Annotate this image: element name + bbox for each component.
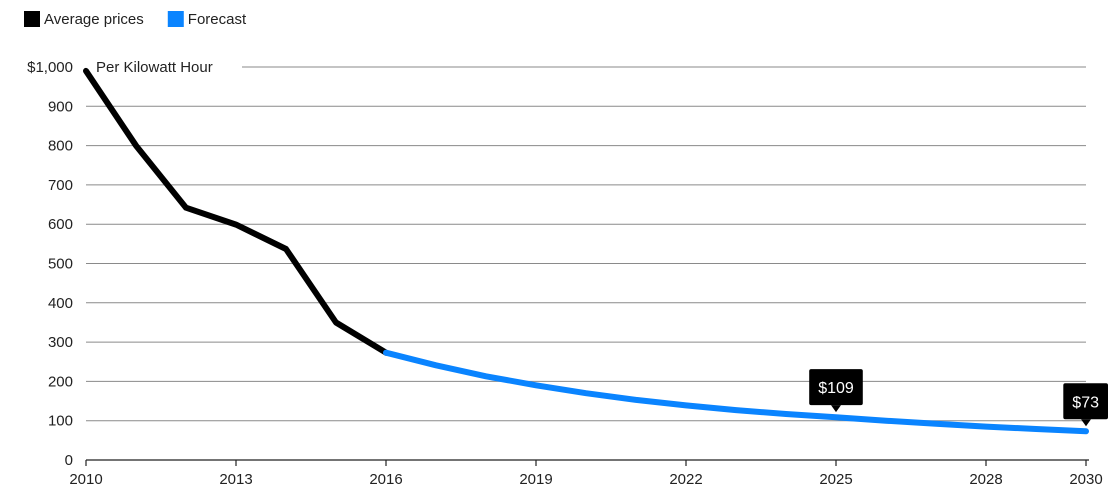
legend-label-average-prices: Average prices bbox=[44, 11, 144, 28]
y-tick-label: 800 bbox=[48, 138, 73, 155]
x-tick-label: 2016 bbox=[369, 471, 402, 488]
legend-swatch-forecast bbox=[167, 11, 184, 27]
callout-73: $73 bbox=[1063, 383, 1108, 427]
y-tick-label: 500 bbox=[48, 256, 73, 273]
gridlines bbox=[86, 66, 1089, 461]
y-tick-label: 100 bbox=[48, 413, 73, 430]
y-tick-label: 300 bbox=[48, 334, 73, 351]
annotations: $109 $73 bbox=[809, 369, 1108, 427]
legend-swatch-average-prices bbox=[24, 11, 40, 27]
y-tick-label: 900 bbox=[48, 98, 73, 115]
unit-label: Per Kilowatt Hour bbox=[96, 59, 213, 76]
series-lines bbox=[83, 67, 1089, 435]
y-tick-label: 0 bbox=[65, 452, 73, 469]
legend-label-forecast: Forecast bbox=[188, 11, 247, 28]
series-line-average-prices bbox=[83, 67, 389, 356]
y-tick-label: $1,000 bbox=[27, 59, 73, 76]
callout-box bbox=[809, 369, 863, 406]
callout-label: $109 bbox=[818, 380, 854, 397]
x-tick-label: 2022 bbox=[669, 471, 702, 488]
x-tick-label: 2019 bbox=[519, 471, 552, 488]
y-tick-label: 200 bbox=[48, 373, 73, 390]
x-tick-label: 2025 bbox=[819, 471, 852, 488]
callout-box bbox=[1063, 383, 1108, 420]
callout-label: $73 bbox=[1072, 394, 1099, 411]
x-tick-label: 2013 bbox=[219, 471, 252, 488]
x-axis: 2010 2013 2016 2019 2022 2025 2028 2030 bbox=[69, 460, 1103, 488]
x-tick-label: 2030 bbox=[1069, 471, 1102, 488]
series-line-forecast bbox=[383, 349, 1089, 435]
callout-pointer bbox=[831, 405, 841, 413]
y-tick-label: 400 bbox=[48, 295, 73, 312]
y-tick-label: 600 bbox=[48, 216, 73, 233]
callout-pointer bbox=[1081, 419, 1091, 427]
x-tick-label: 2010 bbox=[69, 471, 102, 488]
legend: Average prices Forecast bbox=[24, 11, 247, 28]
callout-109: $109 bbox=[809, 369, 863, 413]
y-tick-label: 700 bbox=[48, 177, 73, 194]
x-tick-label: 2028 bbox=[969, 471, 1002, 488]
y-axis: 0 100 200 300 400 500 600 700 800 900 $1,000 Per Ki… bbox=[27, 59, 213, 469]
